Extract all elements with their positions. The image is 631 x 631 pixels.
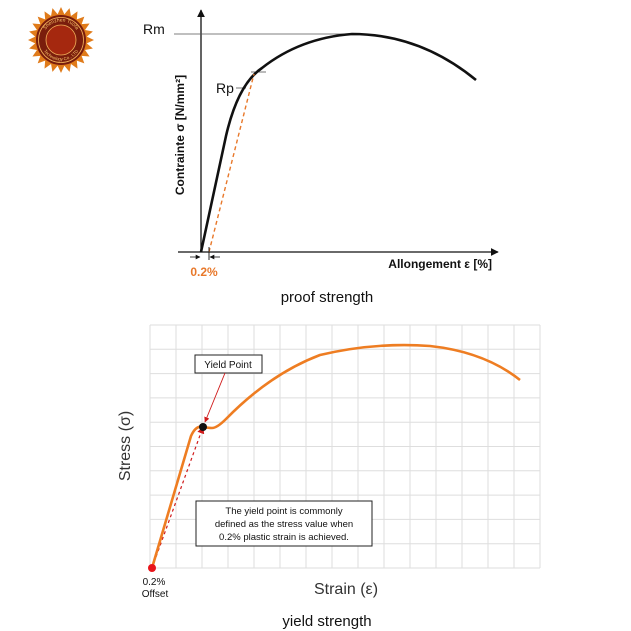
proof-x-axis-label: Allongement ε [%] xyxy=(388,257,492,271)
yield-note-line-1: The yield point is commonly xyxy=(225,506,342,517)
yield-y-axis-label: Stress (σ) xyxy=(117,411,134,481)
logo-center xyxy=(45,24,77,56)
proof-strength-caption: proof strength xyxy=(280,289,374,306)
company-logo: Shenzhen Tuofa Technology Co., LTD xyxy=(27,6,95,74)
yield-note-line-2: defined as the stress value when xyxy=(215,519,353,530)
yield-offset-label-line-2: Offset xyxy=(142,589,169,600)
yield-point-callout xyxy=(194,354,263,374)
yield-note-box xyxy=(195,500,373,547)
rm-label: Rm xyxy=(143,21,165,37)
origin-point xyxy=(148,564,156,572)
proof-y-axis-label: Contrainte σ [N/mm²] xyxy=(173,75,187,195)
yield-x-axis-label: Strain (ε) xyxy=(314,581,378,598)
proof-offset-line xyxy=(208,73,255,253)
rp-label: Rp xyxy=(216,80,234,96)
proof-stress-strain-curve xyxy=(199,32,477,253)
proof-strength-diagram: Rm Rp Contrainte σ [N/mm²] Allongement ε… xyxy=(143,9,499,279)
logo-ring-line xyxy=(38,17,84,63)
yield-point-marker xyxy=(199,423,207,431)
yield-strength-caption: yield strength xyxy=(282,613,372,630)
yield-offset-label-line-1: 0.2% xyxy=(143,577,166,588)
yield-offset-line xyxy=(151,426,205,569)
yield-strength-diagram: Yield Point The yield point is commonly … xyxy=(117,324,541,600)
yield-note-line-3: 0.2% plastic strain is achieved. xyxy=(219,532,349,543)
yield-point-pointer xyxy=(204,372,226,423)
yield-point-callout-label: Yield Point xyxy=(204,360,252,371)
proof-offset-label: 0.2% xyxy=(190,265,218,279)
